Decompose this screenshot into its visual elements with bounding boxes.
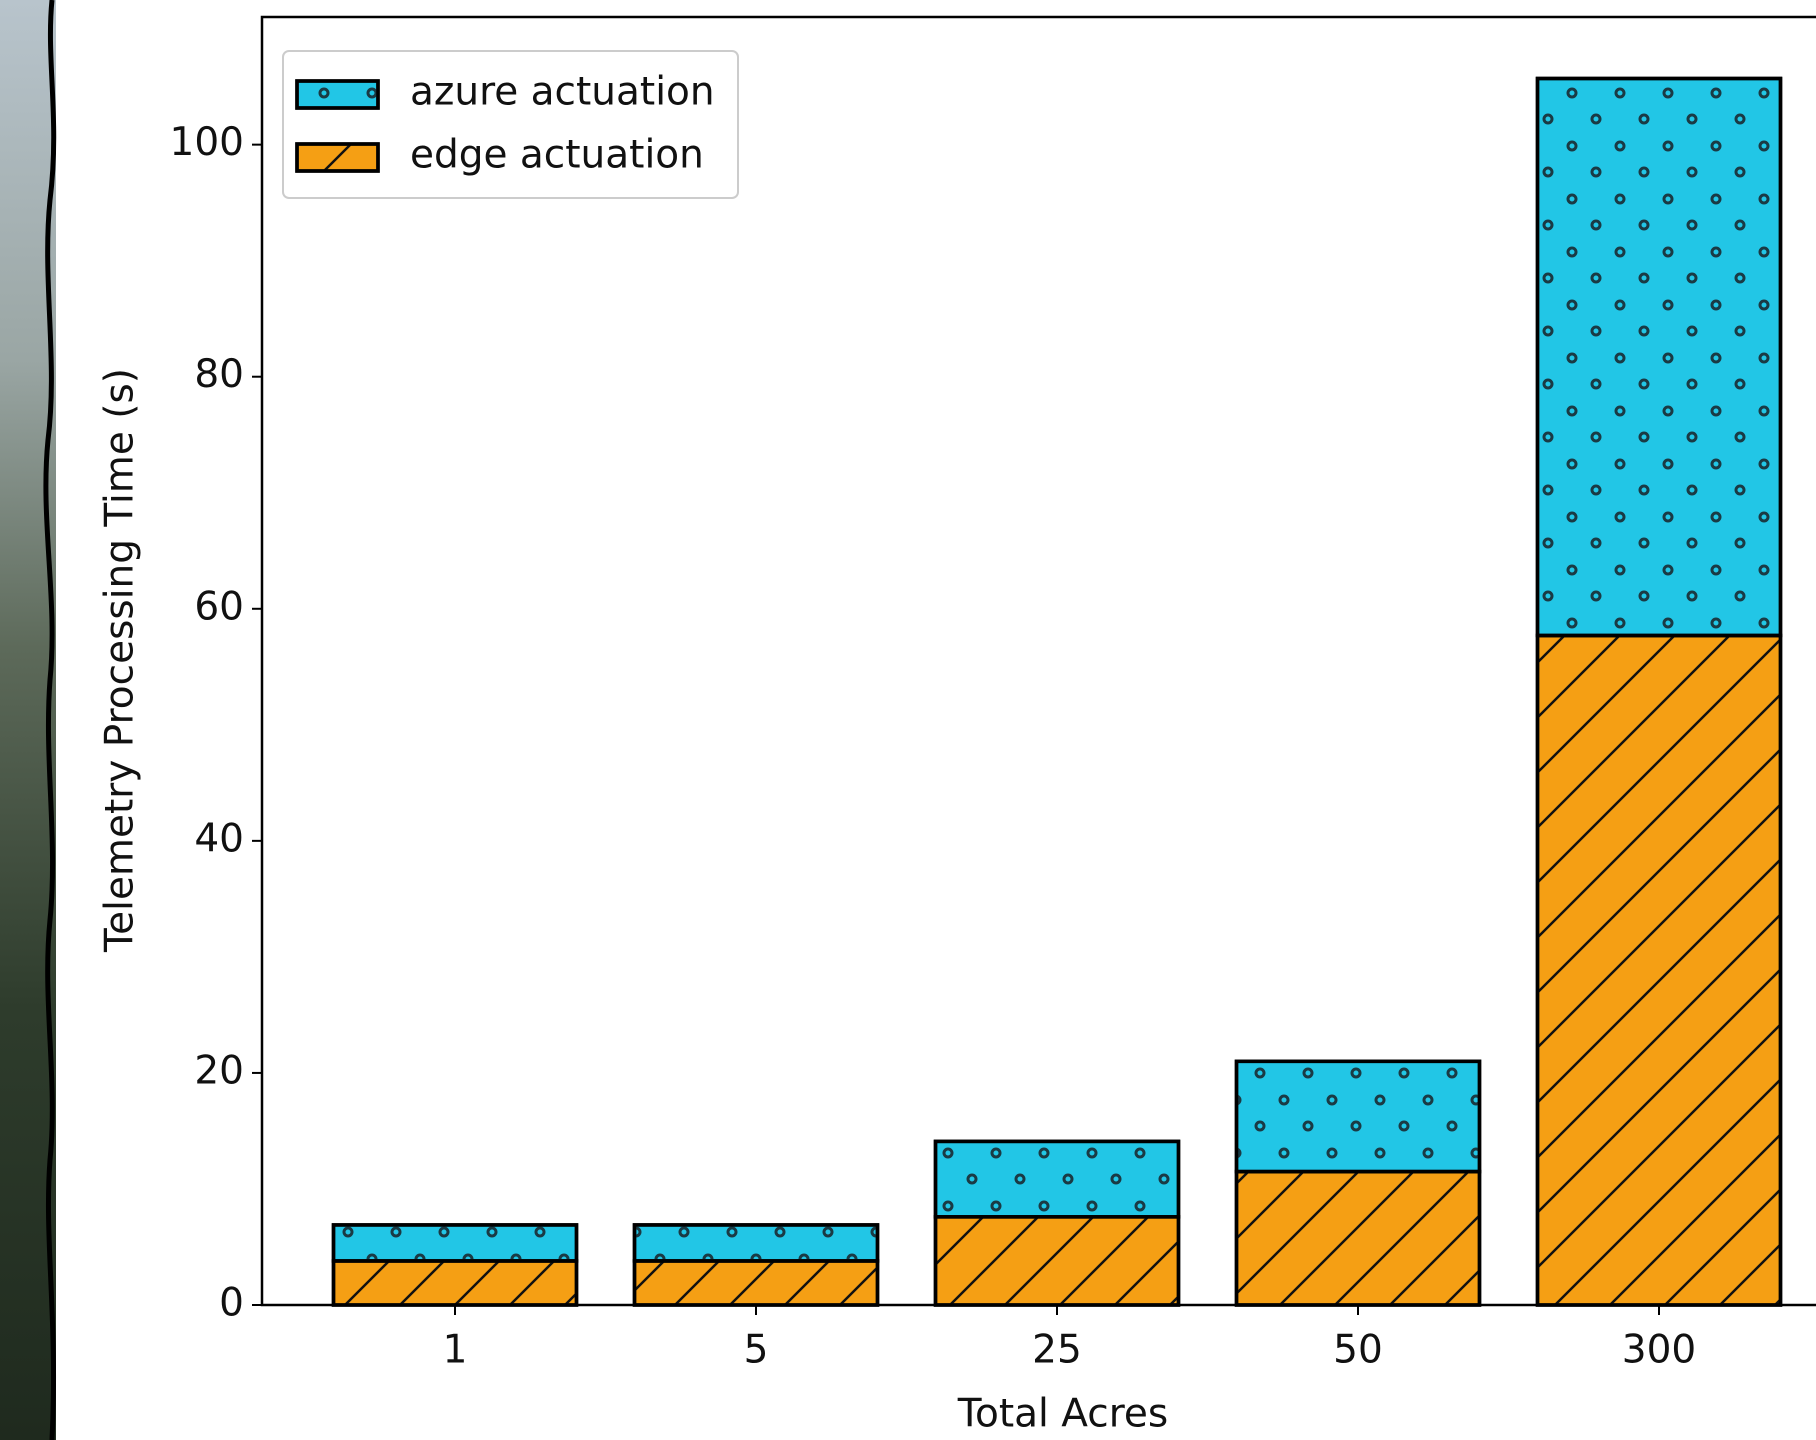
x-tick-label: 50 [1333,1328,1383,1373]
y-tick-label: 100 [170,120,244,165]
bar-segment [331,1223,579,1263]
bar-hatch [632,1259,880,1307]
legend-swatch-hatch [295,79,380,110]
x-tick-label: 5 [744,1328,769,1373]
side-photo [0,0,57,1440]
bar-segment [1535,76,1783,638]
bar-hatch [1535,76,1783,638]
bar-segment [632,1259,880,1307]
bar-hatch [1234,1059,1482,1174]
x-tick-label: 1 [443,1328,468,1373]
y-axis-label: Telemetry Processing Time (s) [98,368,143,953]
bar-segment [933,1215,1181,1307]
x-tick-label: 25 [1032,1328,1082,1373]
axes-frame [260,15,1816,1307]
bar-hatch [331,1259,579,1307]
legend-label: azure actuation [410,70,715,115]
y-tick-label: 40 [194,816,244,861]
legend-frame [282,50,739,199]
legend-label: edge actuation [410,133,704,178]
bar-hatch [933,1139,1181,1219]
bar-hatch [331,1223,579,1263]
y-tick-label: 20 [194,1048,244,1093]
x-axis-label: Total Acres [957,1392,1168,1437]
bar-hatch [1234,1169,1482,1307]
bar-hatch [1535,633,1783,1307]
x-tick-label: 300 [1622,1328,1696,1373]
legend-swatch-hatch [295,142,380,173]
y-tick-label: 60 [194,584,244,629]
bar-segment [1535,633,1783,1307]
y-tick-label: 80 [194,352,244,397]
bar-segment [331,1259,579,1307]
bar-segment [1234,1169,1482,1307]
y-tick-label: 0 [219,1281,244,1326]
bar-hatch [933,1215,1181,1307]
bar-segment [1234,1059,1482,1174]
bar-segment [632,1223,880,1263]
legend: azure actuation edge actuation [282,50,739,199]
bar-hatch [632,1223,880,1263]
bar-segment [933,1139,1181,1219]
